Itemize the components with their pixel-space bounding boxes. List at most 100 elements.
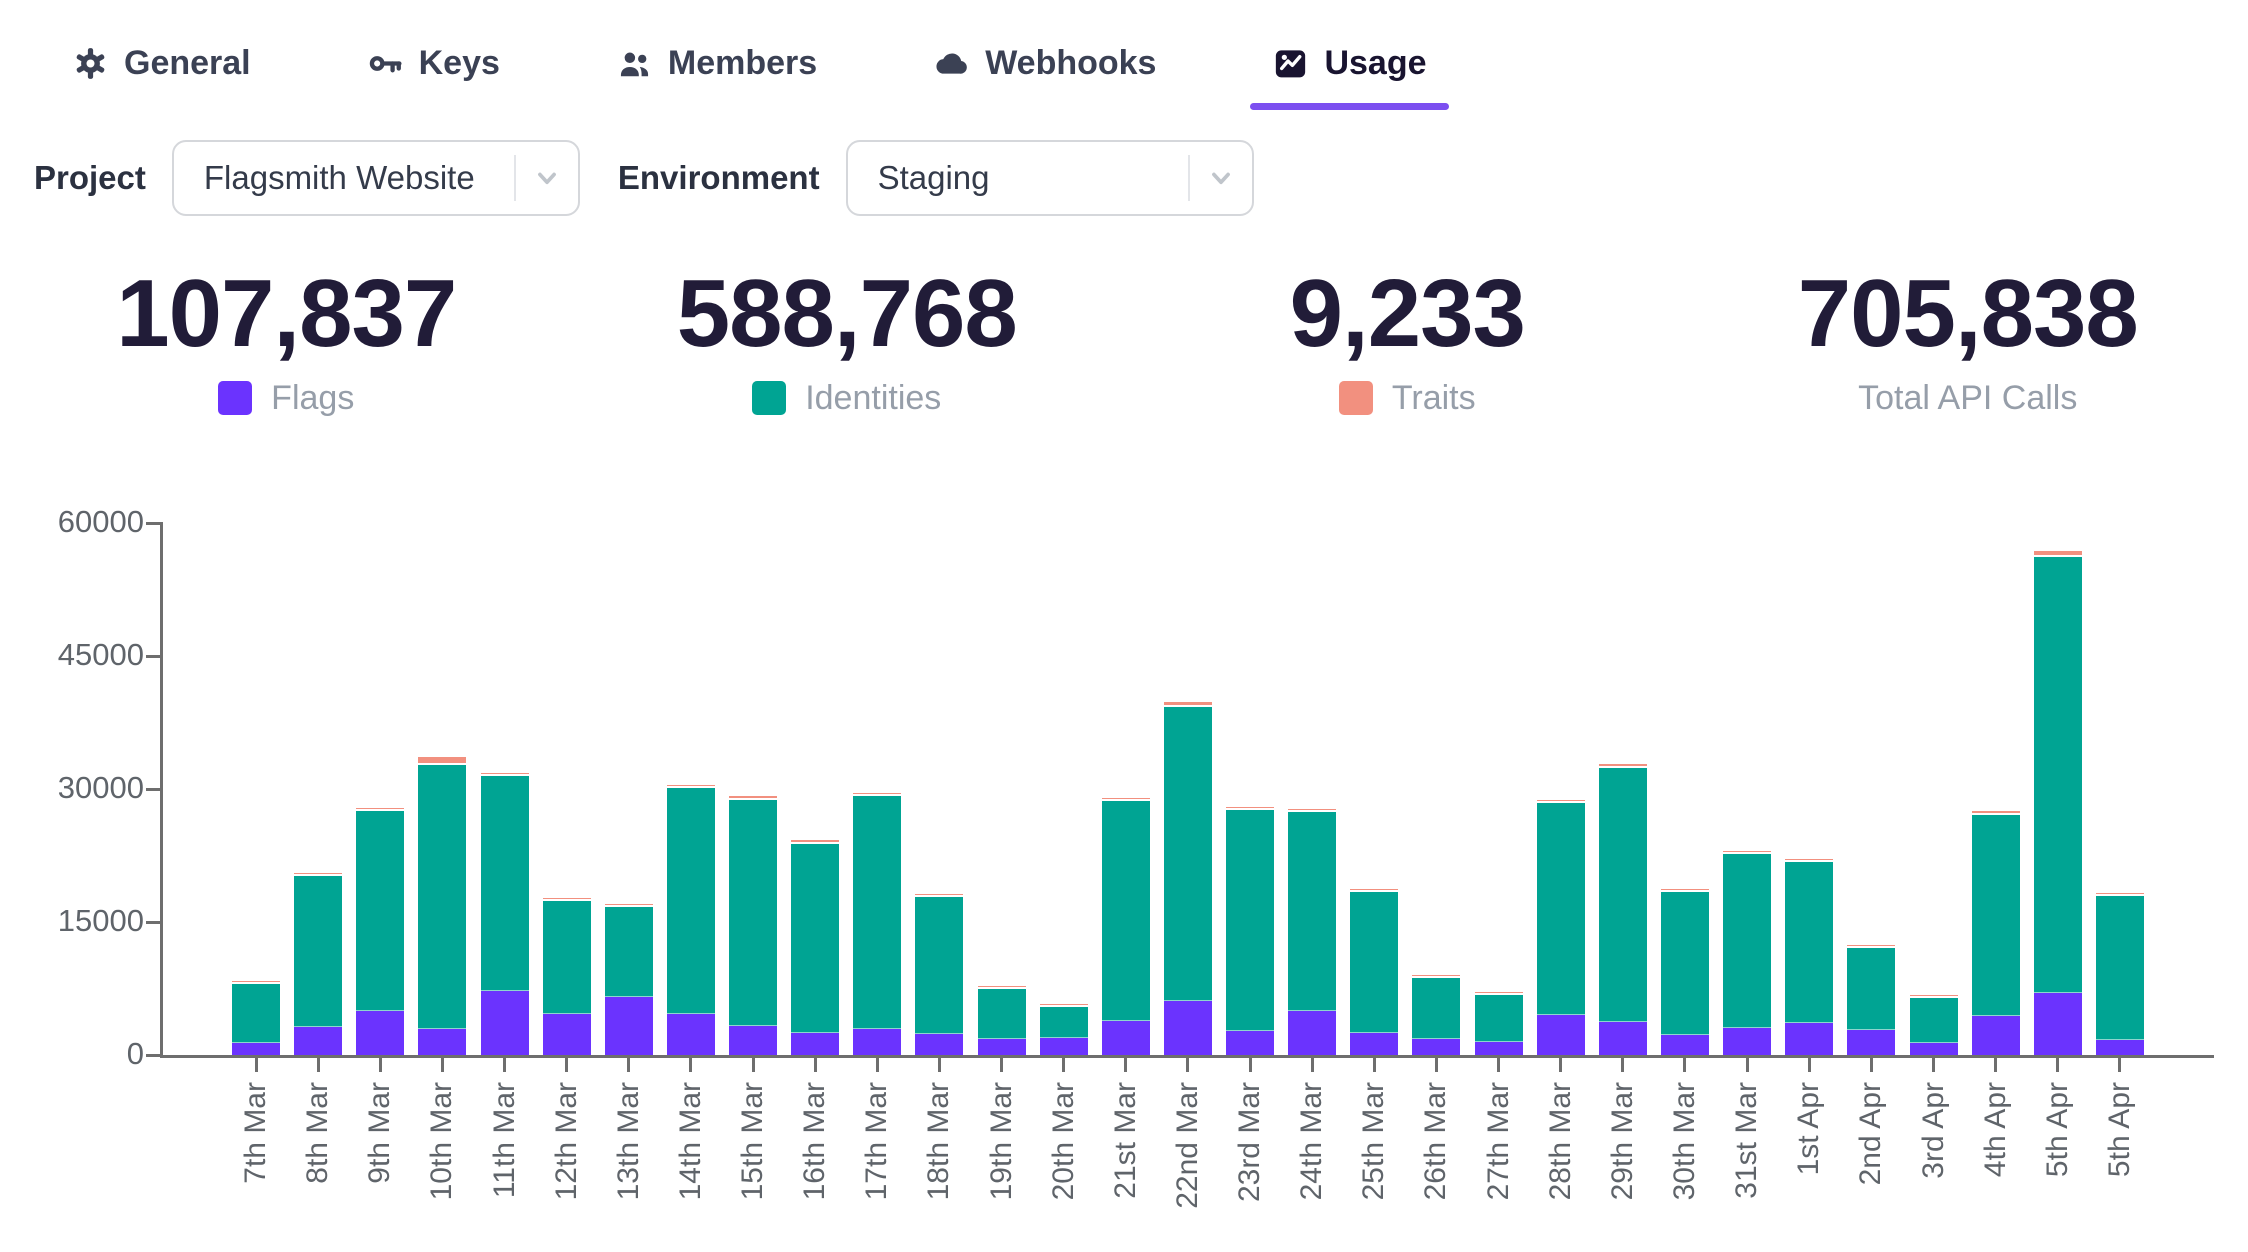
x-axis-tick	[1062, 1058, 1066, 1072]
bar-group[interactable]	[1163, 702, 1212, 1055]
bar-segment-flags	[1660, 1034, 1709, 1055]
bar-group[interactable]	[666, 784, 715, 1055]
bar-segment-flags	[1971, 1015, 2020, 1055]
bar-segment-flags	[1723, 1028, 1772, 1055]
bar-segment-traits	[2033, 551, 2082, 557]
x-axis-label: 9th Mar	[363, 1082, 397, 1184]
bar-segment-traits	[480, 772, 529, 776]
bar-group[interactable]	[1909, 995, 1958, 1055]
environment-label: Environment	[617, 159, 820, 196]
bar-group[interactable]	[1660, 889, 1709, 1055]
bar-segment-identities	[1226, 810, 1275, 1031]
bar-group[interactable]	[791, 840, 840, 1055]
bar-segment-identities	[791, 843, 840, 1033]
x-axis-label: 21st Mar	[1108, 1082, 1142, 1199]
bar-group[interactable]	[1598, 763, 1647, 1055]
bar-segment-traits	[604, 904, 653, 908]
bar-group[interactable]	[418, 757, 467, 1055]
bar-segment-identities	[1101, 801, 1150, 1022]
bar-segment-traits	[542, 898, 591, 902]
bar-group[interactable]	[1474, 992, 1523, 1055]
x-axis-label: 14th Mar	[673, 1082, 707, 1201]
x-axis-label: 25th Mar	[1357, 1082, 1391, 1201]
bar-group[interactable]	[1039, 1004, 1088, 1055]
y-axis-tick	[146, 921, 160, 924]
tab-members[interactable]: Members	[616, 44, 817, 83]
bar-group[interactable]	[604, 904, 653, 1055]
x-axis-label: 16th Mar	[798, 1082, 832, 1201]
tab-webhooks[interactable]: Webhooks	[933, 44, 1156, 83]
bar-segment-traits	[1412, 975, 1461, 979]
y-axis-label: 0	[126, 1036, 144, 1071]
bar-group[interactable]	[915, 894, 964, 1055]
bar-segment-traits	[666, 784, 715, 789]
bar-segment-identities	[480, 775, 529, 992]
bar-segment-traits	[2095, 892, 2144, 896]
usage-chart-icon	[1276, 49, 1306, 77]
x-axis-label: 11th Mar	[487, 1082, 521, 1199]
bar-segment-traits	[1847, 944, 1896, 948]
stat-identities: 588,768 Identities	[567, 266, 1128, 418]
bar-group[interactable]	[542, 898, 591, 1055]
bar-group[interactable]	[1971, 811, 2020, 1055]
bar-segment-identities	[418, 764, 467, 1030]
bar-segment-flags	[232, 1042, 280, 1055]
bar-segment-identities	[853, 796, 902, 1030]
bar-segment-traits	[729, 796, 778, 801]
bar-segment-traits	[915, 894, 964, 898]
key-icon	[369, 55, 402, 72]
project-select[interactable]: Flagsmith Website	[171, 140, 580, 216]
stat-traits-value: 9,233	[1289, 260, 1526, 367]
bar-segment-traits	[1163, 702, 1212, 707]
tab-general[interactable]: General	[72, 44, 251, 83]
bar-group[interactable]	[1101, 797, 1150, 1055]
bar-group[interactable]	[294, 872, 343, 1055]
x-axis-tick	[1994, 1058, 1998, 1072]
bar-group[interactable]	[1785, 859, 1834, 1055]
bar-group[interactable]	[232, 980, 280, 1055]
bar-segment-identities	[1660, 892, 1709, 1035]
settings-tabbar: General Keys Members Webhooks Usage	[0, 0, 2248, 110]
cloud-icon	[936, 52, 967, 74]
tab-keys[interactable]: Keys	[367, 44, 500, 83]
y-axis-tick	[146, 1054, 160, 1057]
bar-segment-identities	[604, 907, 653, 998]
bar-group[interactable]	[2095, 892, 2144, 1055]
x-axis-tick	[1683, 1058, 1687, 1072]
bar-segment-traits	[1660, 889, 1709, 893]
bar-segment-identities	[1723, 853, 1772, 1029]
x-axis-tick	[689, 1058, 693, 1072]
bar-segment-identities	[2033, 556, 2082, 994]
bar-segment-flags	[1536, 1014, 1585, 1055]
bar-segment-flags	[1039, 1038, 1088, 1055]
bar-group[interactable]	[977, 986, 1026, 1055]
bar-group[interactable]	[1350, 889, 1399, 1055]
bar-group[interactable]	[853, 793, 902, 1055]
x-axis-label: 1st Apr	[1792, 1082, 1826, 1176]
members-icon	[620, 52, 648, 76]
x-axis-label: 20th Mar	[1046, 1082, 1080, 1201]
bar-group[interactable]	[1723, 850, 1772, 1055]
environment-select[interactable]: Staging	[845, 140, 1254, 216]
x-axis-tick	[1310, 1058, 1314, 1072]
tab-usage[interactable]: Usage	[1250, 44, 1449, 110]
bar-group[interactable]	[480, 772, 529, 1055]
x-axis-label: 19th Mar	[984, 1082, 1018, 1201]
bar-group[interactable]	[356, 808, 405, 1055]
bar-segment-identities	[1598, 767, 1647, 1023]
x-axis-tick	[1745, 1058, 1749, 1072]
bar-group[interactable]	[729, 796, 778, 1055]
bar-segment-identities	[1909, 998, 1958, 1043]
bar-group[interactable]	[1412, 975, 1461, 1055]
bar-group[interactable]	[1536, 799, 1585, 1055]
bar-group[interactable]	[1847, 944, 1896, 1055]
bar-segment-traits	[977, 986, 1026, 990]
filters-row: Project Flagsmith Website Environment St…	[34, 140, 2248, 216]
bar-group[interactable]	[2033, 551, 2082, 1055]
bar-segment-identities	[666, 788, 715, 1015]
bar-segment-identities	[1412, 978, 1461, 1040]
bar-group[interactable]	[1226, 806, 1275, 1055]
y-axis-label: 45000	[57, 637, 144, 672]
bar-group[interactable]	[1288, 808, 1337, 1055]
bar-segment-traits	[853, 793, 902, 797]
